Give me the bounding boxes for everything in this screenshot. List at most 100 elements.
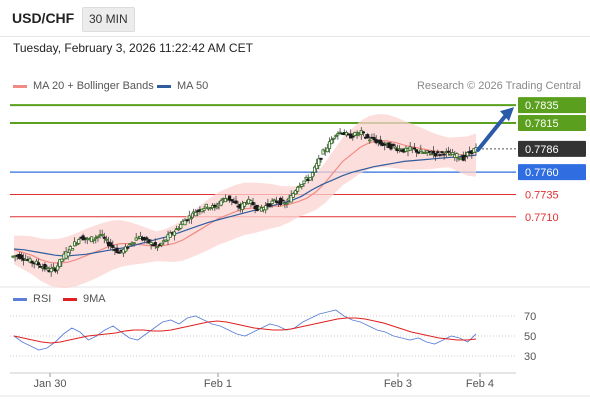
candle-body bbox=[66, 252, 70, 257]
candle-body bbox=[204, 203, 208, 208]
candle-body bbox=[378, 139, 383, 145]
candle-body bbox=[264, 205, 268, 211]
candle-body bbox=[295, 186, 300, 192]
candle-body bbox=[442, 153, 446, 156]
candle-body bbox=[293, 190, 298, 195]
legend-item-ma50: MA 50 bbox=[157, 80, 208, 92]
candle-body bbox=[450, 152, 455, 155]
candle-body bbox=[160, 242, 164, 246]
candle-body bbox=[219, 200, 223, 206]
candle-body bbox=[251, 201, 255, 206]
x-tick-label: Feb 1 bbox=[204, 378, 232, 390]
candle-body bbox=[172, 231, 176, 236]
candle-body bbox=[285, 202, 289, 205]
legend-swatch-rsi bbox=[13, 297, 27, 301]
candle-body bbox=[304, 176, 308, 180]
candle-body bbox=[215, 206, 219, 209]
legend-swatch-ma50 bbox=[157, 84, 171, 88]
candle-body bbox=[436, 151, 440, 154]
credit-label: Research © 2026 Trading Central bbox=[416, 80, 581, 92]
level-tag-0.7815 bbox=[518, 115, 586, 132]
candle-body bbox=[194, 212, 198, 217]
candle-body bbox=[28, 258, 32, 263]
candle-body bbox=[281, 199, 285, 202]
ma50-line bbox=[13, 154, 477, 257]
candle-body bbox=[115, 247, 119, 254]
level-label-0.7760: 0.7760 bbox=[525, 167, 559, 179]
datetime-label: Tuesday, February 3, 2026 11:22:42 AM CE… bbox=[13, 41, 253, 55]
candle-body bbox=[77, 239, 81, 244]
candle-body bbox=[147, 239, 151, 244]
x-tick-label: Feb 3 bbox=[384, 378, 412, 390]
candle-body bbox=[185, 219, 189, 222]
candle-body bbox=[429, 153, 434, 156]
candle-body bbox=[70, 248, 75, 251]
candle-body bbox=[334, 135, 338, 137]
candle-body bbox=[419, 149, 423, 152]
last-price-label: 0.7786 bbox=[525, 144, 559, 156]
legend-label-rsi: RSI bbox=[33, 293, 52, 305]
legend-swatch-ma20 bbox=[13, 84, 27, 88]
candle-body bbox=[329, 139, 334, 145]
level-tag-0.7835 bbox=[518, 97, 586, 114]
candle-body bbox=[308, 177, 312, 181]
candle-body bbox=[336, 133, 340, 136]
candle-body bbox=[49, 267, 53, 273]
candle-body bbox=[391, 143, 395, 147]
candle-body bbox=[268, 203, 272, 207]
candle-body bbox=[240, 203, 244, 210]
legend-label-ma20: MA 20 + Bollinger Bands bbox=[33, 80, 154, 92]
candle-body bbox=[234, 200, 238, 204]
candle-body bbox=[94, 237, 98, 240]
candle-body bbox=[43, 263, 47, 270]
candle-body bbox=[446, 150, 451, 153]
candle-body bbox=[19, 254, 24, 260]
candle-body bbox=[230, 199, 234, 202]
candle-body bbox=[51, 266, 56, 269]
level-label-0.7835: 0.7835 bbox=[525, 100, 559, 112]
candle-body bbox=[227, 195, 232, 201]
candle-body bbox=[289, 195, 293, 203]
candle-body bbox=[372, 137, 376, 141]
candle-body bbox=[427, 150, 431, 153]
candle-body bbox=[353, 131, 357, 136]
candle-body bbox=[338, 131, 342, 134]
candle-body bbox=[111, 244, 115, 248]
timeframe-button[interactable]: 30 MIN bbox=[82, 7, 135, 32]
legend-item-ma20: MA 20 + Bollinger Bands bbox=[13, 80, 154, 92]
legend-label-9ma: 9MA bbox=[83, 293, 106, 305]
candle-body bbox=[368, 139, 372, 142]
candle-body bbox=[189, 217, 193, 220]
x-tick-label: Feb 4 bbox=[466, 378, 494, 390]
candle-body bbox=[461, 154, 465, 161]
candle-body bbox=[102, 236, 106, 239]
last-price-tag bbox=[518, 140, 586, 157]
candle-body bbox=[325, 147, 329, 153]
candle-body bbox=[291, 193, 295, 198]
legend-label-ma50: MA 50 bbox=[177, 80, 209, 92]
candle-body bbox=[332, 137, 336, 140]
candle-body bbox=[100, 234, 104, 236]
rsi-series-9ma bbox=[13, 317, 477, 344]
rsi-legend-item-rsi: RSI bbox=[13, 293, 51, 305]
candle-body bbox=[36, 262, 41, 266]
candle-body bbox=[317, 158, 321, 166]
candle-body bbox=[179, 223, 183, 229]
forecast-arrow-head bbox=[500, 107, 514, 122]
candle-body bbox=[92, 238, 96, 241]
candle-body bbox=[272, 199, 276, 202]
candle-body bbox=[412, 147, 417, 150]
candle-body bbox=[310, 172, 315, 178]
candle-body bbox=[417, 151, 421, 154]
candle-body bbox=[58, 259, 62, 268]
candle-body bbox=[327, 141, 332, 149]
candle-body bbox=[414, 149, 419, 153]
candle-body bbox=[109, 242, 113, 247]
candle-body bbox=[438, 154, 442, 156]
candle-body bbox=[312, 166, 317, 173]
candle-body bbox=[126, 246, 130, 249]
candle-body bbox=[302, 180, 306, 184]
candle-body bbox=[270, 200, 274, 205]
level-label-0.7735: 0.7735 bbox=[525, 189, 559, 201]
